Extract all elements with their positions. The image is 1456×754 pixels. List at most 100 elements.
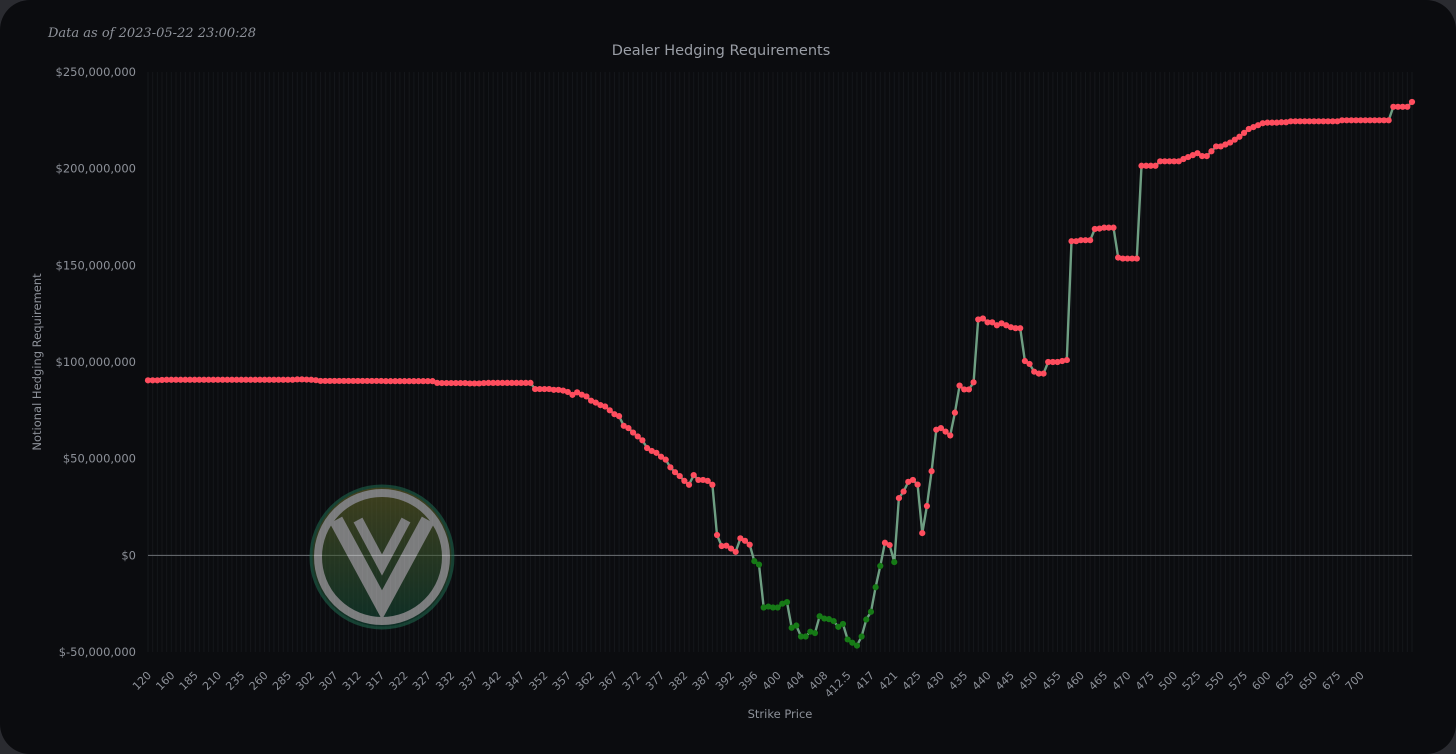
data-point (1236, 133, 1243, 140)
x-tick-label: 600 (1249, 669, 1273, 693)
data-point (830, 617, 837, 625)
data-point (933, 426, 940, 433)
data-point (294, 376, 301, 383)
x-tick-label: 382 (666, 669, 690, 693)
data-point (564, 388, 571, 396)
x-tick-label: 460 (1063, 669, 1087, 693)
x-axis-title: Strike Price (748, 707, 813, 721)
data-point (900, 488, 907, 495)
x-tick-label: 412.5 (822, 669, 853, 700)
data-point (210, 376, 217, 383)
data-point (713, 531, 721, 539)
data-point (1404, 103, 1411, 110)
data-point (844, 636, 851, 643)
data-point (1250, 124, 1257, 131)
data-point (998, 320, 1005, 327)
data-point (364, 377, 371, 385)
data-point (751, 558, 758, 565)
data-point (457, 379, 464, 387)
data-point (238, 376, 245, 383)
series-markers (144, 98, 1416, 649)
data-point (326, 377, 334, 385)
data-point (597, 402, 604, 409)
data-point (1408, 98, 1416, 106)
data-point (1091, 225, 1098, 233)
data-point (704, 477, 711, 484)
data-point (746, 541, 753, 548)
data-point (261, 376, 268, 383)
data-point (1208, 148, 1215, 155)
x-tick-label: 347 (503, 669, 527, 693)
data-point (741, 537, 749, 544)
x-tick-label: 352 (527, 669, 551, 693)
x-tick-label: 342 (480, 669, 504, 693)
data-point (1063, 356, 1070, 364)
data-point (555, 386, 562, 393)
data-point (1035, 370, 1042, 377)
data-point (485, 379, 492, 386)
data-point (1226, 139, 1234, 146)
data-point (914, 481, 921, 488)
data-point (1012, 325, 1019, 332)
data-point (378, 377, 385, 385)
data-point (895, 495, 903, 502)
data-point (522, 379, 529, 386)
data-point (592, 399, 599, 406)
data-point (1399, 103, 1406, 110)
data-point (811, 629, 819, 637)
data-point (1059, 357, 1066, 365)
data-point (340, 377, 347, 385)
data-point (252, 376, 259, 383)
data-point (1171, 158, 1178, 165)
data-point (1292, 118, 1299, 125)
data-point (1380, 117, 1388, 124)
data-point (653, 449, 660, 456)
x-tick-label: 160 (153, 669, 177, 693)
data-point (709, 481, 716, 488)
data-point (242, 376, 250, 383)
data-point (532, 385, 539, 393)
data-point (620, 422, 627, 429)
data-point (415, 378, 422, 385)
data-point (1385, 117, 1392, 124)
data-point (1282, 119, 1290, 126)
data-point (919, 530, 926, 537)
data-point (634, 433, 641, 440)
x-tick-label: 322 (387, 669, 411, 693)
data-point (788, 624, 795, 631)
data-point (1376, 117, 1383, 124)
data-point (1101, 224, 1108, 231)
data-point (1068, 238, 1075, 245)
data-point (331, 377, 338, 385)
x-tick-label: 404 (783, 669, 807, 693)
data-point (1054, 358, 1061, 366)
x-tick-label: 417 (853, 669, 877, 693)
y-axis-title: Notional Hedging Requirement (30, 273, 44, 451)
data-point (1096, 225, 1103, 232)
data-point (476, 380, 483, 387)
data-point (872, 584, 879, 591)
data-point (490, 379, 497, 386)
data-point (853, 642, 861, 649)
data-point (504, 379, 511, 386)
data-point (1315, 118, 1322, 125)
x-tick-label: 332 (433, 669, 457, 693)
data-point (858, 633, 865, 640)
data-point (401, 378, 408, 385)
data-point (541, 385, 548, 393)
y-tick-label: $250,000,000 (56, 65, 136, 79)
vw-style-watermark-logo-icon (309, 484, 455, 630)
data-point (518, 379, 525, 386)
x-tick-label: 362 (573, 669, 597, 693)
data-point (1245, 125, 1252, 133)
data-point (382, 378, 389, 385)
data-point (1147, 162, 1154, 169)
data-point (387, 378, 394, 385)
data-point (765, 603, 772, 610)
data-point (280, 376, 287, 383)
data-point (536, 385, 543, 393)
data-point (429, 378, 436, 385)
x-tick-label: 302 (293, 669, 317, 693)
data-point (1268, 119, 1276, 126)
